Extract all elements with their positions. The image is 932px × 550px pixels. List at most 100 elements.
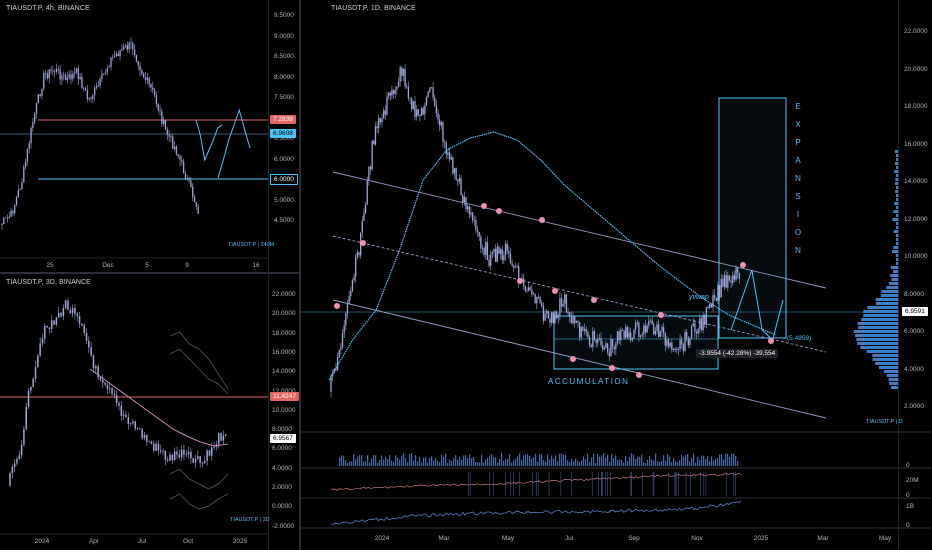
candle-body: [695, 331, 698, 334]
candle-body: [68, 74, 70, 78]
candle-body: [9, 473, 11, 486]
candle-body: [555, 311, 558, 319]
candle-body: [169, 454, 171, 461]
volume-bar: [459, 457, 461, 466]
volume-bar: [589, 461, 591, 466]
candle-body: [516, 266, 518, 268]
price-tick: 16.0000: [904, 140, 928, 148]
volume-bar: [407, 462, 409, 466]
projection-band-bottom-2: [169, 493, 229, 510]
chart-panel-3d[interactable]: TIAUSDT.P, 3D, BINANCE 22.0000 20.0000 18.…: [0, 274, 299, 550]
volume-bar: [431, 456, 433, 466]
volume-profile-bar: [890, 266, 898, 269]
volume-bar: [405, 458, 407, 466]
candle-body: [715, 297, 717, 301]
volume-bar: [511, 462, 513, 466]
time-tick: Dec: [102, 262, 114, 269]
candle-body: [126, 45, 128, 50]
candle-body: [178, 454, 181, 458]
chart-panel-4h[interactable]: TIAUSDT.P, 4h, BINANCE 9.5000 9.0000 8.500…: [0, 0, 299, 272]
volume-bar: [561, 453, 563, 466]
candle-body: [71, 308, 74, 314]
candle-body: [355, 257, 357, 277]
candle-body: [559, 298, 561, 315]
candle-body: [104, 72, 107, 74]
candle-body: [702, 314, 704, 331]
candle-body: [623, 330, 625, 338]
volume-bar: [385, 456, 387, 466]
last-price-label: 6.9591: [902, 307, 928, 316]
candle-body: [122, 414, 125, 416]
time-tick: Sep: [628, 535, 640, 542]
candle-body: [659, 331, 661, 337]
volume-bar: [525, 454, 527, 466]
price-axis[interactable]: [268, 0, 269, 272]
price-tick: 7.5000: [274, 94, 294, 101]
candle-body: [511, 263, 513, 266]
price-tick: 14.0000: [904, 178, 928, 185]
candle-body: [373, 140, 375, 145]
candle-body: [462, 194, 464, 202]
volume-bar: [737, 461, 739, 466]
candle-body: [532, 294, 535, 296]
candle-body: [358, 252, 360, 256]
obv-line: [330, 500, 742, 525]
candle-body: [483, 247, 485, 255]
candle-body: [453, 168, 456, 174]
candle-body: [723, 275, 726, 287]
volume-bar: [693, 453, 695, 466]
volume-bar: [453, 458, 455, 466]
volume-bar: [479, 462, 481, 466]
price-tick: 22.0000: [272, 291, 296, 298]
candle-body: [84, 88, 87, 91]
volume-bar: [637, 456, 639, 466]
volume-bar: [659, 462, 661, 466]
candle-body: [148, 77, 150, 85]
candle-body: [364, 204, 367, 214]
candle-body: [102, 379, 104, 383]
candle-body: [190, 451, 192, 459]
candle-body: [412, 101, 414, 109]
volume-bar: [613, 457, 615, 466]
vwap-value: (5.4859): [787, 335, 812, 342]
volume-profile-bar: [875, 302, 898, 305]
volume-bar: [591, 457, 593, 466]
candle-body: [199, 456, 201, 463]
candle-body: [700, 318, 703, 331]
candle-body: [350, 291, 352, 297]
volume-bar: [725, 453, 727, 466]
candle-body: [77, 68, 79, 80]
volume-bar: [467, 458, 469, 466]
price-tick: 9.0000: [274, 32, 294, 40]
candle-body: [356, 252, 358, 258]
candle-body: [504, 243, 507, 256]
candle-body: [155, 443, 157, 451]
candle-body: [649, 320, 652, 322]
candle-body: [578, 322, 581, 338]
chart-panel-1d[interactable]: TIAUSDT.P, 1D, BINANCE 22.0000 20.0000 18.…: [301, 0, 932, 550]
expansion-letter: E: [795, 102, 801, 111]
volume-bar: [709, 461, 711, 466]
time-tick: 2024: [374, 535, 390, 542]
volume-bar: [497, 462, 499, 466]
candle-body: [176, 451, 178, 455]
red-level-label: 11.4247: [270, 392, 299, 401]
candle-body: [222, 435, 225, 441]
expansion-letter: S: [795, 192, 801, 201]
candle-body: [470, 212, 472, 215]
price-axis[interactable]: [268, 274, 269, 550]
volume-bar: [705, 459, 707, 466]
oscillator-line: [330, 472, 742, 491]
volume-bar: [373, 454, 375, 466]
candle-body: [183, 449, 185, 455]
candle-body: [379, 118, 382, 122]
price-axis[interactable]: [898, 0, 899, 550]
candle-body: [389, 92, 391, 96]
candle-body: [518, 266, 520, 283]
candle-body: [435, 105, 438, 114]
volume-bar: [397, 457, 399, 466]
candle-body: [603, 348, 605, 350]
candle-body: [139, 65, 141, 71]
candle-body: [387, 92, 390, 97]
volume-bar: [365, 461, 367, 466]
